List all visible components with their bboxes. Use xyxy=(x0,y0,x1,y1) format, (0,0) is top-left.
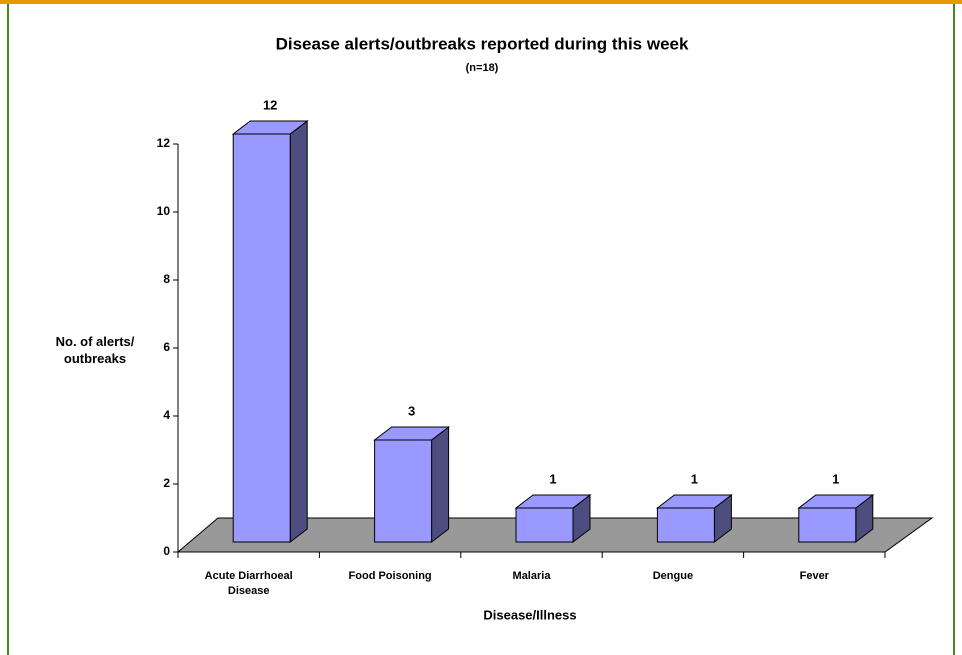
value-label: 12 xyxy=(263,97,277,112)
y-tick-label: 10 xyxy=(157,204,171,218)
y-tick-label: 0 xyxy=(163,544,170,558)
y-tick-label: 4 xyxy=(163,408,170,422)
y-tick-label: 6 xyxy=(163,340,170,354)
bar xyxy=(373,425,451,544)
x-tick-label: Food Poisoning xyxy=(348,570,432,582)
bar-front xyxy=(515,507,574,543)
bar-side xyxy=(289,119,308,544)
bar-side xyxy=(431,425,450,544)
bar xyxy=(514,493,592,544)
bar-front xyxy=(374,439,433,543)
x-tick-label: Fever xyxy=(799,570,829,582)
right-border xyxy=(953,4,955,655)
x-tick-label: Acute Diarrhoeal Disease xyxy=(204,570,293,597)
y-axis-title: No. of alerts/ outbreaks xyxy=(55,334,135,366)
x-tick-label: Malaria xyxy=(512,570,551,582)
chart-title: Disease alerts/outbreaks reported during… xyxy=(276,34,689,53)
x-tick-label: Dengue xyxy=(652,570,694,582)
bar xyxy=(797,493,875,544)
y-tick-label: 2 xyxy=(163,476,170,490)
value-label: 1 xyxy=(549,471,556,486)
value-label: 1 xyxy=(832,471,839,486)
value-label: 3 xyxy=(408,403,415,418)
bar-front xyxy=(656,507,715,543)
bar xyxy=(231,119,309,544)
top-border xyxy=(0,0,962,4)
left-border xyxy=(7,4,9,655)
y-tick-label: 8 xyxy=(163,272,170,286)
x-axis-title: Disease/Illness xyxy=(483,607,576,622)
y-tick-label: 12 xyxy=(157,136,171,150)
bar-front xyxy=(232,133,291,543)
bar-front xyxy=(798,507,857,543)
value-label: 1 xyxy=(691,471,698,486)
bar xyxy=(655,493,733,544)
chart-subtitle: (n=18) xyxy=(466,62,499,74)
